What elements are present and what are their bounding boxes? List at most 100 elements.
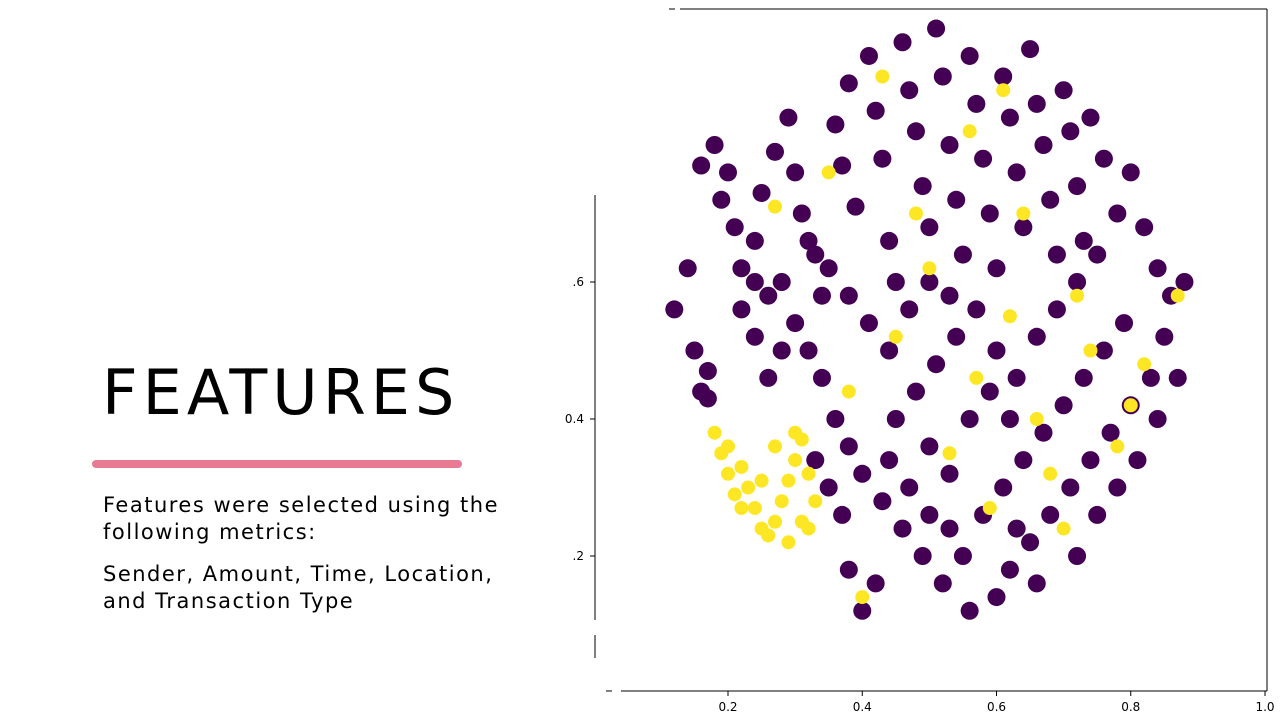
scatter-point-majority [994,67,1013,86]
scatter-point-majority [1047,300,1066,319]
scatter-point-minority [741,480,756,495]
scatter-point-majority [806,451,825,470]
scatter-point-majority [900,300,919,319]
scatter-point-minority [781,535,796,550]
scatter-point-majority [792,204,811,223]
scatter-point-majority [920,273,939,291]
scatter-point-majority [1094,341,1113,360]
scatter-point-majority [1047,245,1066,264]
scatter-point-majority [705,136,724,154]
scatter-point-minority [1043,466,1058,481]
scatter-point-majority [799,341,818,360]
scatter-point-majority [806,245,825,264]
scatter-point-majority [1108,204,1127,223]
title-underline [92,460,462,468]
scatter-point-minority [1137,357,1152,372]
slide-title: FEATURES [102,356,460,429]
scatter-point-minority [788,425,803,440]
scatter-point-majority [1000,560,1019,579]
scatter-point-majority [1135,218,1154,237]
scatter-point-minority [1029,412,1044,426]
scatter-point-majority [1175,273,1194,291]
scatter-point-minority [801,521,816,536]
scatter-point-majority [685,341,704,360]
scatter-point-majority [987,259,1006,278]
scatter-point-majority [1061,122,1080,141]
scatter-point-majority [880,231,899,250]
scatter-point-majority [812,368,831,387]
scatter-point-majority [1061,478,1080,497]
scatter-point-majority [1054,396,1073,415]
y-tick-label: .2 [573,549,584,563]
scatter-point-majority [839,437,858,456]
scatter-point-majority [893,519,912,538]
features-list: Sender, Amount, Time, Location, and Tran… [103,562,494,613]
scatter-point-minority [734,459,749,474]
scatter-point-minority [922,261,937,276]
scatter-point-majority [987,588,1006,607]
scatter-point-majority [1021,40,1040,59]
scatter-point-majority [765,142,784,161]
scatter-point-minority [774,494,789,509]
scatter-point-majority [698,389,717,408]
scatter-point-majority [833,505,852,524]
scatter-point-majority [1068,177,1087,196]
scatter-point-majority [886,273,905,291]
scatter-point-majority [953,245,972,264]
scatter-point-majority [819,478,838,497]
chart-points [665,19,1194,620]
x-tick-label: 0.8 [1121,700,1140,714]
scatter-point-minority [1110,439,1125,454]
scatter-point-majority [940,464,959,483]
features-description: Features were selected using the followi… [103,493,500,544]
scatter-point-majority [906,382,925,401]
scatter-point-majority [886,410,905,428]
scatter-point-majority [873,492,892,511]
scatter-point-majority [960,46,979,65]
scatter-point-minority [1083,343,1098,358]
scatter-point-majority [1148,259,1167,278]
scatter-point-majority [1108,478,1127,497]
scatter-point-majority [900,81,919,100]
chart-axes [594,8,1268,692]
scatter-point-majority [1121,163,1140,182]
scatter-point-minority [875,69,890,84]
scatter-point-majority [1081,108,1100,127]
scatter-point-majority [759,368,778,387]
scatter-point-majority [920,218,939,237]
x-tick-label: 1.0 [1255,700,1274,714]
scatter-point-minority [707,425,722,440]
scatter-point-majority [1027,574,1046,593]
scatter-point-majority [665,300,684,319]
scatter-point-majority [994,478,1013,497]
scatter-point-majority [913,547,932,565]
scatter-point-majority [826,410,845,428]
scatter-point-majority [839,74,858,93]
scatter-point-majority [1007,519,1026,538]
scatter-point-minority [1056,521,1071,536]
scatter-point-minority [1070,288,1085,303]
scatter-point-minority [734,501,749,516]
scatter-point-majority [1094,149,1113,168]
scatter-point-majority [812,286,831,305]
scatter-point-minority [767,514,782,529]
scatter-point-majority [900,478,919,497]
x-tick-label: 0.2 [718,700,737,714]
scatter-point-minority [788,453,803,468]
scatter-point-minority [721,466,735,481]
scatter-point-majority [752,183,771,202]
scatter-point-majority [980,382,999,401]
scatter-point-majority [1014,451,1033,470]
scatter-point-majority [692,156,711,175]
scatter-point-majority [866,101,885,120]
scatter-point-minority [942,446,957,461]
scatter-point-minority [855,590,870,605]
scatter-point-majority [866,574,885,593]
scatter-point-majority [698,362,717,381]
scatter-point-majority [719,163,737,182]
scatter-point-minority [969,370,984,385]
scatter-point-majority [1041,190,1060,209]
scatter-point-majority [880,451,899,470]
scatter-point-majority [927,19,946,38]
